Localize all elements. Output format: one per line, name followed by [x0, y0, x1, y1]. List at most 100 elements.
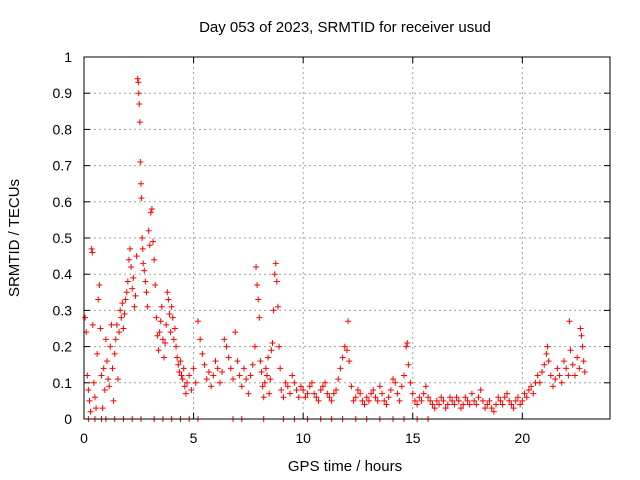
- data-point-marker: [188, 387, 195, 394]
- data-point-marker: [163, 321, 170, 328]
- x-axis-label: GPS time / hours: [288, 458, 402, 475]
- data-point-marker: [359, 397, 366, 404]
- data-point-marker: [510, 405, 517, 412]
- data-point-marker: [427, 397, 434, 404]
- data-point-marker: [232, 329, 239, 336]
- data-point-marker: [297, 383, 304, 390]
- data-point-marker: [477, 387, 484, 394]
- chart-title: Day 053 of 2023, SRMTID for receiver usu…: [199, 19, 491, 36]
- data-point-marker: [346, 358, 353, 365]
- data-point-marker: [111, 350, 118, 357]
- data-point-marker: [164, 289, 171, 296]
- data-point-marker: [578, 332, 585, 339]
- y-tick-label: 0.4: [53, 266, 73, 282]
- data-point-marker: [440, 397, 447, 404]
- y-axis-label: SRMTID / TECUs: [6, 179, 23, 297]
- data-point-marker: [131, 303, 138, 310]
- data-point-marker: [150, 238, 157, 245]
- data-point-marker: [119, 300, 126, 307]
- data-point-marker: [274, 303, 281, 310]
- data-point-marker: [95, 296, 102, 303]
- data-point-marker: [201, 361, 208, 368]
- data-point-marker: [300, 387, 307, 394]
- data-point-marker: [552, 376, 559, 383]
- data-point-marker: [182, 390, 189, 397]
- data-point-marker: [85, 387, 92, 394]
- data-point-marker: [438, 394, 445, 401]
- data-point-marker: [258, 368, 265, 375]
- data-point-marker: [579, 343, 586, 350]
- data-point-marker: [144, 303, 151, 310]
- data-point-marker: [543, 350, 550, 357]
- data-point-marker: [308, 379, 315, 386]
- data-point-marker: [265, 354, 272, 361]
- data-point-marker: [271, 271, 278, 278]
- data-point-marker: [567, 347, 574, 354]
- data-point-marker: [396, 397, 403, 404]
- data-point-marker: [133, 253, 140, 260]
- data-point-marker: [374, 397, 381, 404]
- data-point-marker: [411, 397, 418, 404]
- data-point-marker: [418, 397, 425, 404]
- data-point-marker: [137, 180, 144, 187]
- data-point-marker: [266, 390, 273, 397]
- data-point-marker: [173, 343, 180, 350]
- data-point-marker: [560, 358, 567, 365]
- data-point-marker: [495, 394, 502, 401]
- data-point-marker: [192, 379, 199, 386]
- data-point-marker: [306, 383, 313, 390]
- data-point-marker: [272, 260, 279, 267]
- data-point-marker: [102, 336, 109, 343]
- data-point-marker: [96, 282, 103, 289]
- data-point-marker: [91, 394, 98, 401]
- data-point-marker: [167, 329, 174, 336]
- data-point-marker: [171, 325, 178, 332]
- data-point-marker: [273, 278, 280, 285]
- data-point-marker: [84, 372, 91, 379]
- data-point-marker: [519, 397, 526, 404]
- data-point-marker: [227, 365, 234, 372]
- data-point-marker: [425, 394, 432, 401]
- y-tick-label: 0.1: [53, 375, 73, 391]
- data-point-marker: [556, 372, 563, 379]
- data-point-marker: [186, 372, 193, 379]
- data-point-marker: [105, 376, 112, 383]
- data-point-marker: [90, 379, 97, 386]
- data-point-marker: [282, 379, 289, 386]
- data-point-marker: [313, 394, 320, 401]
- data-point-marker: [94, 350, 101, 357]
- data-point-marker: [363, 394, 370, 401]
- data-point-marker: [433, 397, 440, 404]
- data-point-marker: [284, 383, 291, 390]
- data-point-marker: [122, 296, 129, 303]
- data-point-marker: [88, 245, 95, 252]
- data-point-marker: [497, 397, 504, 404]
- data-point-marker: [93, 405, 100, 412]
- data-point-marker: [335, 376, 342, 383]
- data-point-marker: [449, 397, 456, 404]
- data-point-marker: [170, 336, 177, 343]
- data-point-marker: [525, 387, 532, 394]
- data-point-marker: [113, 321, 120, 328]
- data-point-marker: [523, 394, 530, 401]
- data-point-marker: [416, 394, 423, 401]
- data-point-marker: [141, 267, 148, 274]
- data-point-marker: [486, 397, 493, 404]
- data-point-marker: [89, 321, 96, 328]
- data-point-marker: [254, 282, 261, 289]
- data-point-marker: [128, 263, 135, 270]
- data-point-marker: [383, 401, 390, 408]
- data-point-marker: [444, 401, 451, 408]
- data-point-marker: [571, 372, 578, 379]
- data-point-marker: [162, 339, 169, 346]
- data-point-marker: [216, 379, 223, 386]
- data-point-marker: [547, 372, 554, 379]
- data-point-marker: [361, 401, 368, 408]
- data-point-marker: [159, 336, 166, 343]
- data-point-marker: [243, 376, 250, 383]
- data-point-marker: [528, 383, 535, 390]
- data-point-marker: [429, 401, 436, 408]
- data-point-marker: [106, 383, 113, 390]
- data-point-marker: [348, 383, 355, 390]
